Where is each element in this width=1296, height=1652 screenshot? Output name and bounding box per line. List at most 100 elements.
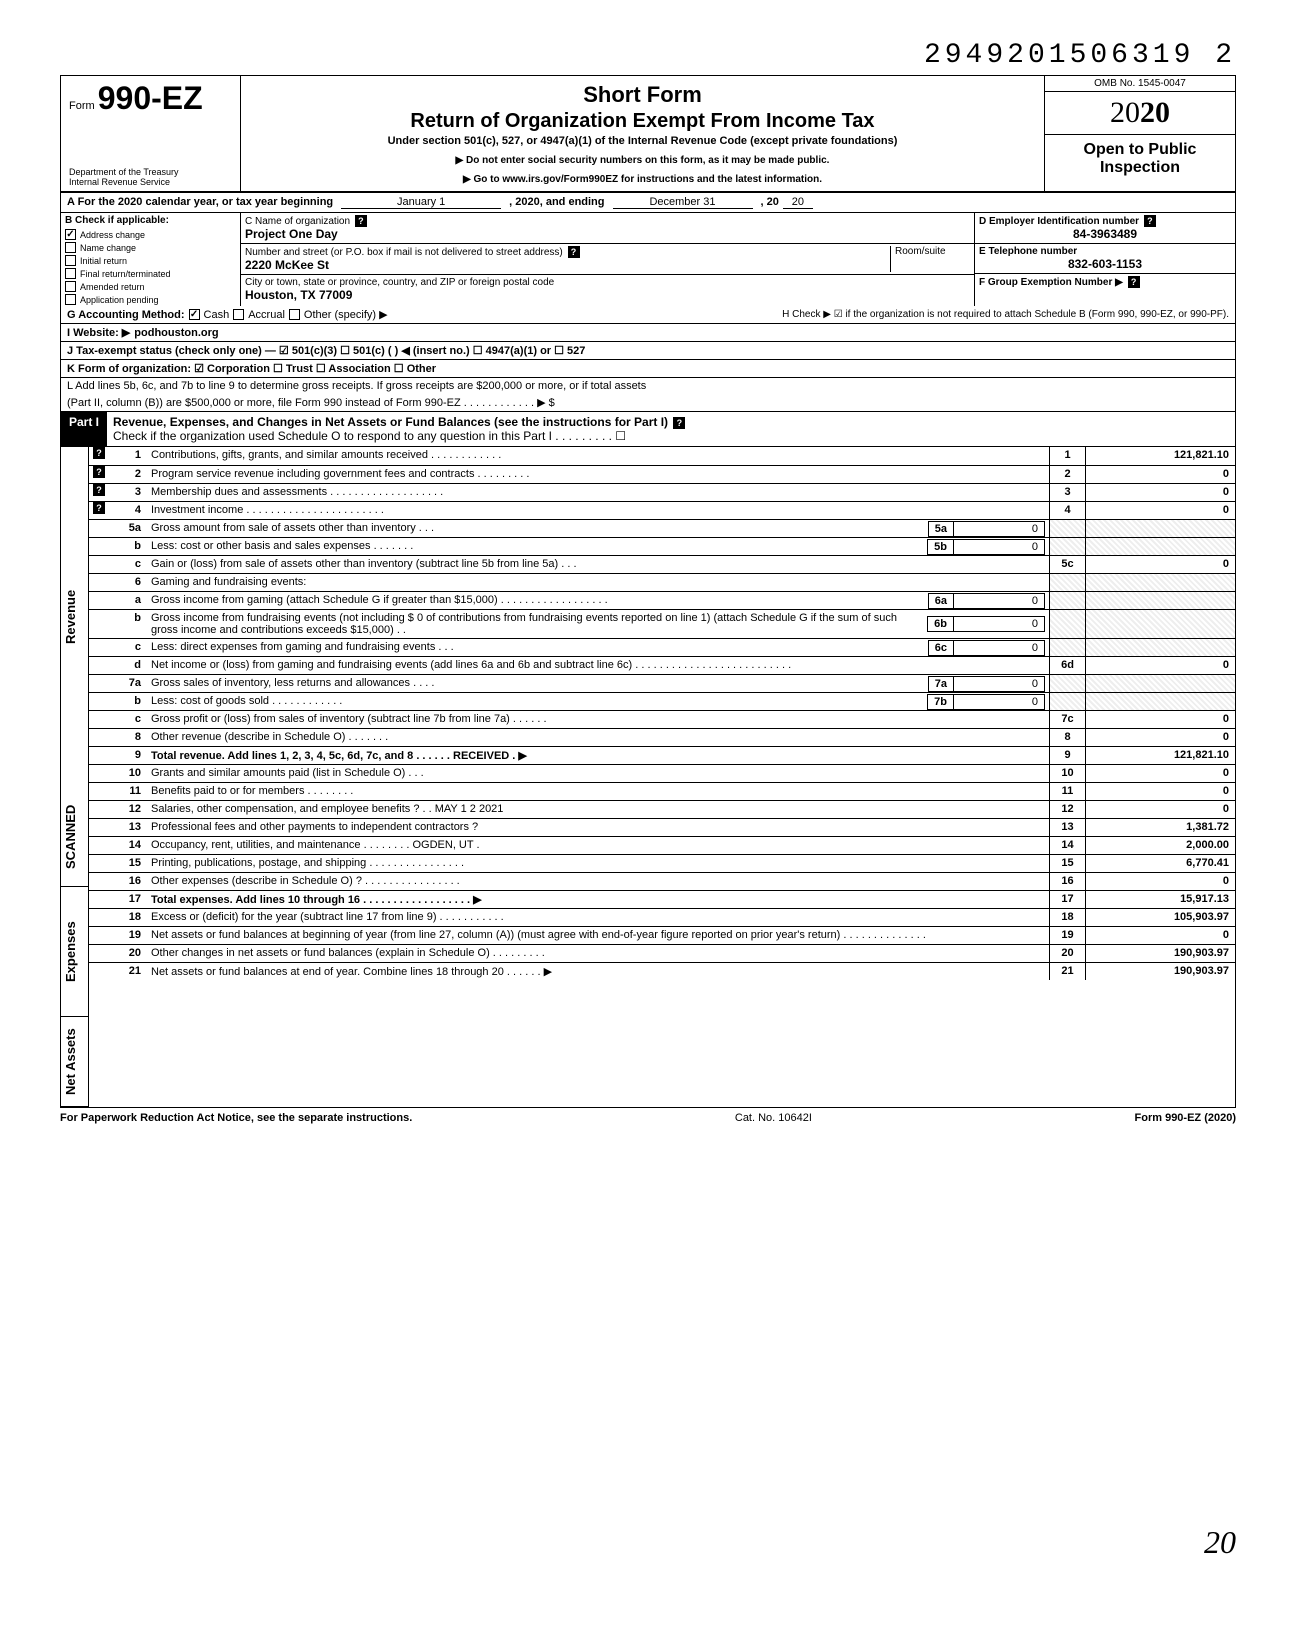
label-netassets: Net Assets <box>61 1017 88 1107</box>
chk-address-change[interactable]: Address change <box>61 228 240 241</box>
ein-cell: D Employer Identification number ? 84-39… <box>975 213 1235 244</box>
org-name-label: C Name of organization <box>245 216 350 227</box>
shaded-cell <box>1049 574 1085 591</box>
shaded-cell <box>1049 520 1085 537</box>
help-col <box>89 963 107 980</box>
part-i-header: Part I Revenue, Expenses, and Changes in… <box>60 412 1236 447</box>
city-label: City or town, state or province, country… <box>245 277 554 288</box>
help-col <box>89 657 107 674</box>
line-b: bGross income from fundraising events (n… <box>89 609 1235 638</box>
shaded-cell <box>1049 538 1085 555</box>
chk-final-return[interactable]: Final return/terminated <box>61 267 240 280</box>
side-labels: Revenue SCANNED Expenses Net Assets <box>61 447 89 1107</box>
box-number: 3 <box>1049 484 1085 501</box>
shaded-cell <box>1085 639 1235 656</box>
chk-amended-return[interactable]: Amended return <box>61 280 240 293</box>
shaded-cell <box>1085 610 1235 638</box>
footer-left: For Paperwork Reduction Act Notice, see … <box>60 1112 412 1124</box>
help-col <box>89 556 107 573</box>
line-number: 9 <box>107 747 147 764</box>
help-col: ? <box>89 502 107 519</box>
inline-box-label: 7b <box>928 695 954 709</box>
shaded-cell <box>1085 574 1235 591</box>
shaded-cell <box>1085 592 1235 609</box>
row-a-mid2: , 2020, and ending <box>509 196 604 209</box>
help-col <box>89 765 107 782</box>
help-icon: ? <box>1128 276 1140 288</box>
line-description: Net income or (loss) from gaming and fun… <box>147 657 1049 674</box>
line-number: 20 <box>107 945 147 962</box>
line-description: Net assets or fund balances at end of ye… <box>147 963 1049 980</box>
org-address-cell: Number and street (or P.O. box if mail i… <box>241 244 974 275</box>
chk-label: Initial return <box>80 256 127 266</box>
amount-value: 0 <box>1085 801 1235 818</box>
chk-name-change[interactable]: Name change <box>61 241 240 254</box>
form-990ez: 990-EZ <box>98 80 203 116</box>
addr-label: Number and street (or P.O. box if mail i… <box>245 247 563 258</box>
line-description: Gross income from gaming (attach Schedul… <box>147 592 928 609</box>
part-i-check: Check if the organization used Schedule … <box>113 429 626 443</box>
row-a-lead: A For the 2020 calendar year, or tax yea… <box>67 196 333 209</box>
box-number: 5c <box>1049 556 1085 573</box>
box-number: 6d <box>1049 657 1085 674</box>
help-icon: ? <box>568 246 580 258</box>
line-4: ?4Investment income . . . . . . . . . . … <box>89 501 1235 519</box>
box-number: 14 <box>1049 837 1085 854</box>
line-7a: 7aGross sales of inventory, less returns… <box>89 674 1235 692</box>
header-center: Short Form Return of Organization Exempt… <box>241 76 1045 191</box>
help-col <box>89 538 107 555</box>
amount-value: 2,000.00 <box>1085 837 1235 854</box>
row-l-line1: L Add lines 5b, 6c, and 7b to line 9 to … <box>67 380 646 392</box>
dept-treasury: Department of the Treasury Internal Reve… <box>69 167 232 187</box>
amount-value: 121,821.10 <box>1085 747 1235 764</box>
help-icon: ? <box>93 484 105 496</box>
inline-box-label: 5a <box>929 522 954 536</box>
help-col <box>89 729 107 746</box>
inline-box-5b: 5b0 <box>927 539 1045 555</box>
inline-box-7a: 7a0 <box>928 676 1045 692</box>
help-col <box>89 711 107 728</box>
line-number: 1 <box>107 447 147 465</box>
shaded-cell <box>1085 693 1235 710</box>
amount-value: 0 <box>1085 729 1235 746</box>
line-number: 16 <box>107 873 147 890</box>
amount-value: 15,917.13 <box>1085 891 1235 908</box>
help-icon: ? <box>93 447 105 459</box>
line-19: 19Net assets or fund balances at beginni… <box>89 926 1235 944</box>
line-20: 20Other changes in net assets or fund ba… <box>89 944 1235 962</box>
label-scanned: SCANNED <box>61 787 88 887</box>
shaded-cell <box>1085 520 1235 537</box>
line-description: Gross sales of inventory, less returns a… <box>147 675 928 692</box>
help-col <box>89 574 107 591</box>
amount-value: 105,903.97 <box>1085 909 1235 926</box>
inline-box-label: 6a <box>929 594 954 608</box>
help-col <box>89 909 107 926</box>
line-description: Membership dues and assessments . . . . … <box>147 484 1049 501</box>
document-id-number: 2949201506319 2 <box>60 40 1236 71</box>
chk-label: Address change <box>80 230 145 240</box>
row-a-end: December 31 <box>613 196 753 209</box>
inline-box-6c: 6c0 <box>928 640 1045 656</box>
chk-initial-return[interactable]: Initial return <box>61 254 240 267</box>
shaded-cell <box>1049 592 1085 609</box>
line-description: Total expenses. Add lines 10 through 16 … <box>147 891 1049 908</box>
line-description: Gross income from fundraising events (no… <box>147 610 927 638</box>
subtitle: Under section 501(c), 527, or 4947(a)(1)… <box>251 135 1034 147</box>
chk-application-pending[interactable]: Application pending <box>61 293 240 306</box>
form-number: Form 990-EZ <box>69 80 232 117</box>
row-l-gross-receipts: L Add lines 5b, 6c, and 7b to line 9 to … <box>60 378 1236 412</box>
help-col <box>89 675 107 692</box>
ein-label: D Employer Identification number <box>979 216 1139 227</box>
schedule-rows: ?1Contributions, gifts, grants, and simi… <box>89 447 1235 1107</box>
amount-value: 0 <box>1085 556 1235 573</box>
line-b: bLess: cost of goods sold . . . . . . . … <box>89 692 1235 710</box>
checkbox-icon <box>65 242 76 253</box>
inline-box-value: 0 <box>954 695 1044 709</box>
line-number: 8 <box>107 729 147 746</box>
row-i-website: I Website: ▶ podhouston.org <box>60 324 1236 342</box>
line-number: 17 <box>107 891 147 908</box>
box-number: 17 <box>1049 891 1085 908</box>
line-number: 13 <box>107 819 147 836</box>
warning-1: ▶ Do not enter social security numbers o… <box>251 155 1034 166</box>
box-number: 8 <box>1049 729 1085 746</box>
